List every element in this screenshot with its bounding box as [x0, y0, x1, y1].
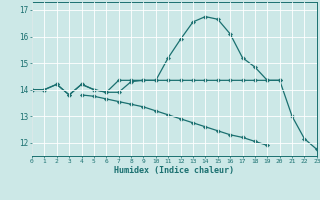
X-axis label: Humidex (Indice chaleur): Humidex (Indice chaleur)	[115, 166, 234, 175]
